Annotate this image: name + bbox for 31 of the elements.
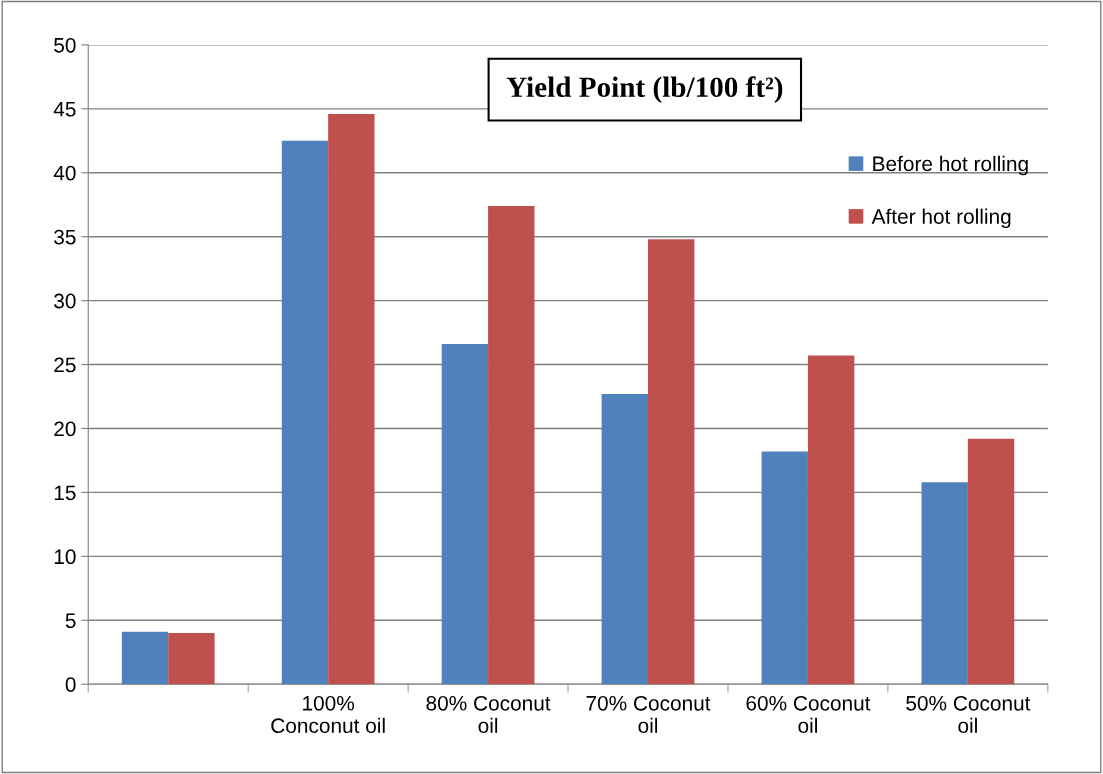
y-tick-label: 10 (54, 549, 76, 565)
x-tick-label: 70% Coconut oil (586, 695, 711, 734)
y-tick-label: 35 (54, 229, 76, 245)
bar (601, 393, 649, 685)
y-tick-label: 20 (54, 421, 76, 437)
y-tick-label: 0 (65, 677, 76, 692)
x-tick-label: 80% Coconut oil (426, 695, 551, 734)
bar (168, 633, 215, 685)
y-tick-label: 15 (54, 485, 76, 501)
y-tick-label: 40 (53, 165, 76, 181)
bar (488, 206, 535, 685)
x-tick-label: 60% Coconut oil (746, 695, 871, 734)
bar (441, 344, 489, 685)
text: Yield Point (lb/100 ft²) (506, 76, 783, 104)
x-tick-label: 100% Conconut oil (271, 695, 385, 734)
bar (121, 631, 169, 685)
bar (281, 140, 329, 685)
x-tick-label: 50% Coconut oil (906, 695, 1031, 734)
y-tick-label: 50 (54, 37, 76, 53)
bar (807, 355, 855, 685)
y-tick-label: 45 (53, 102, 76, 117)
y-tick-label: 30 (54, 293, 76, 309)
legend-label: After hot rolling (871, 208, 1011, 229)
bar (761, 451, 808, 685)
bar (921, 482, 968, 685)
y-tick-label: 25 (54, 357, 76, 373)
y-tick-label: 5 (65, 613, 76, 629)
bar (648, 239, 695, 685)
bar (328, 113, 375, 685)
bar (967, 438, 1015, 685)
legend-label: Before hot rolling (873, 155, 1028, 176)
